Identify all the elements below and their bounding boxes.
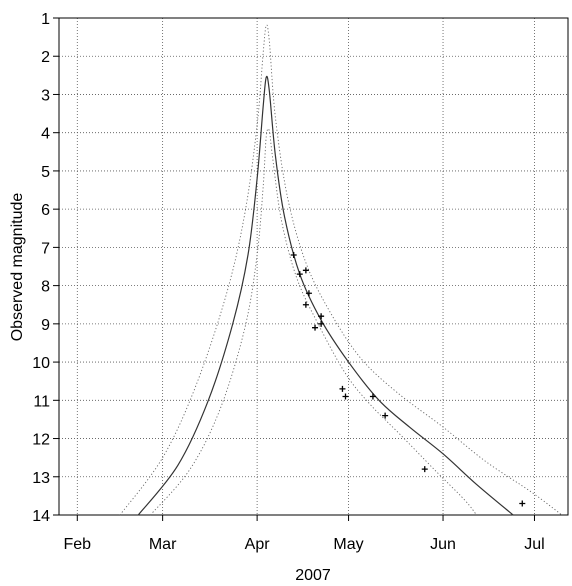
observation-point (302, 267, 309, 274)
x-tick-label: Jul (524, 536, 544, 553)
model-bound-curve-2 (150, 128, 477, 516)
observation-point (318, 313, 325, 320)
y-tick-label: 1 (41, 11, 50, 28)
series-layer (119, 24, 563, 516)
observation-point (290, 252, 297, 259)
y-tick-label: 10 (32, 355, 50, 372)
y-tick-label: 7 (41, 240, 50, 257)
observation-point (339, 385, 346, 392)
observation-point (519, 500, 526, 507)
y-tick-label: 2 (41, 49, 50, 66)
plot-frame (58, 17, 569, 516)
y-tick-label: 6 (41, 202, 50, 219)
x-axis-ticks: Feb Mar Apr May Jun Jul (63, 515, 545, 553)
observation-point (302, 301, 309, 308)
y-tick-label: 5 (41, 164, 50, 181)
y-tick-label: 14 (32, 508, 50, 525)
y-tick-label: 4 (41, 126, 50, 143)
x-axis-label: 2007 (295, 567, 331, 584)
observation-point (369, 393, 376, 400)
x-tick-label: Feb (63, 536, 91, 553)
observations-layer (290, 252, 526, 507)
y-tick-label: 8 (41, 279, 50, 296)
grid-lines (59, 18, 568, 515)
x-tick-label: Mar (149, 536, 177, 553)
y-tick-label: 13 (32, 470, 50, 487)
x-tick-label: Apr (245, 536, 271, 553)
observation-point (382, 412, 389, 419)
y-tick-label: 11 (33, 393, 50, 410)
observation-point (318, 320, 325, 327)
y-tick-label: 3 (41, 87, 50, 104)
y-axis-label: Observed magnitude (9, 193, 26, 342)
observation-point (421, 466, 428, 473)
model-bound-curve-1 (119, 24, 563, 516)
observation-point (342, 393, 349, 400)
observation-point (312, 324, 319, 331)
x-tick-label: May (333, 536, 363, 553)
y-tick-label: 12 (32, 432, 50, 449)
model-curve (137, 75, 514, 516)
x-tick-label: Jun (430, 536, 456, 553)
y-tick-label: 9 (41, 317, 50, 334)
observation-point (296, 271, 303, 278)
observation-point (305, 290, 312, 297)
